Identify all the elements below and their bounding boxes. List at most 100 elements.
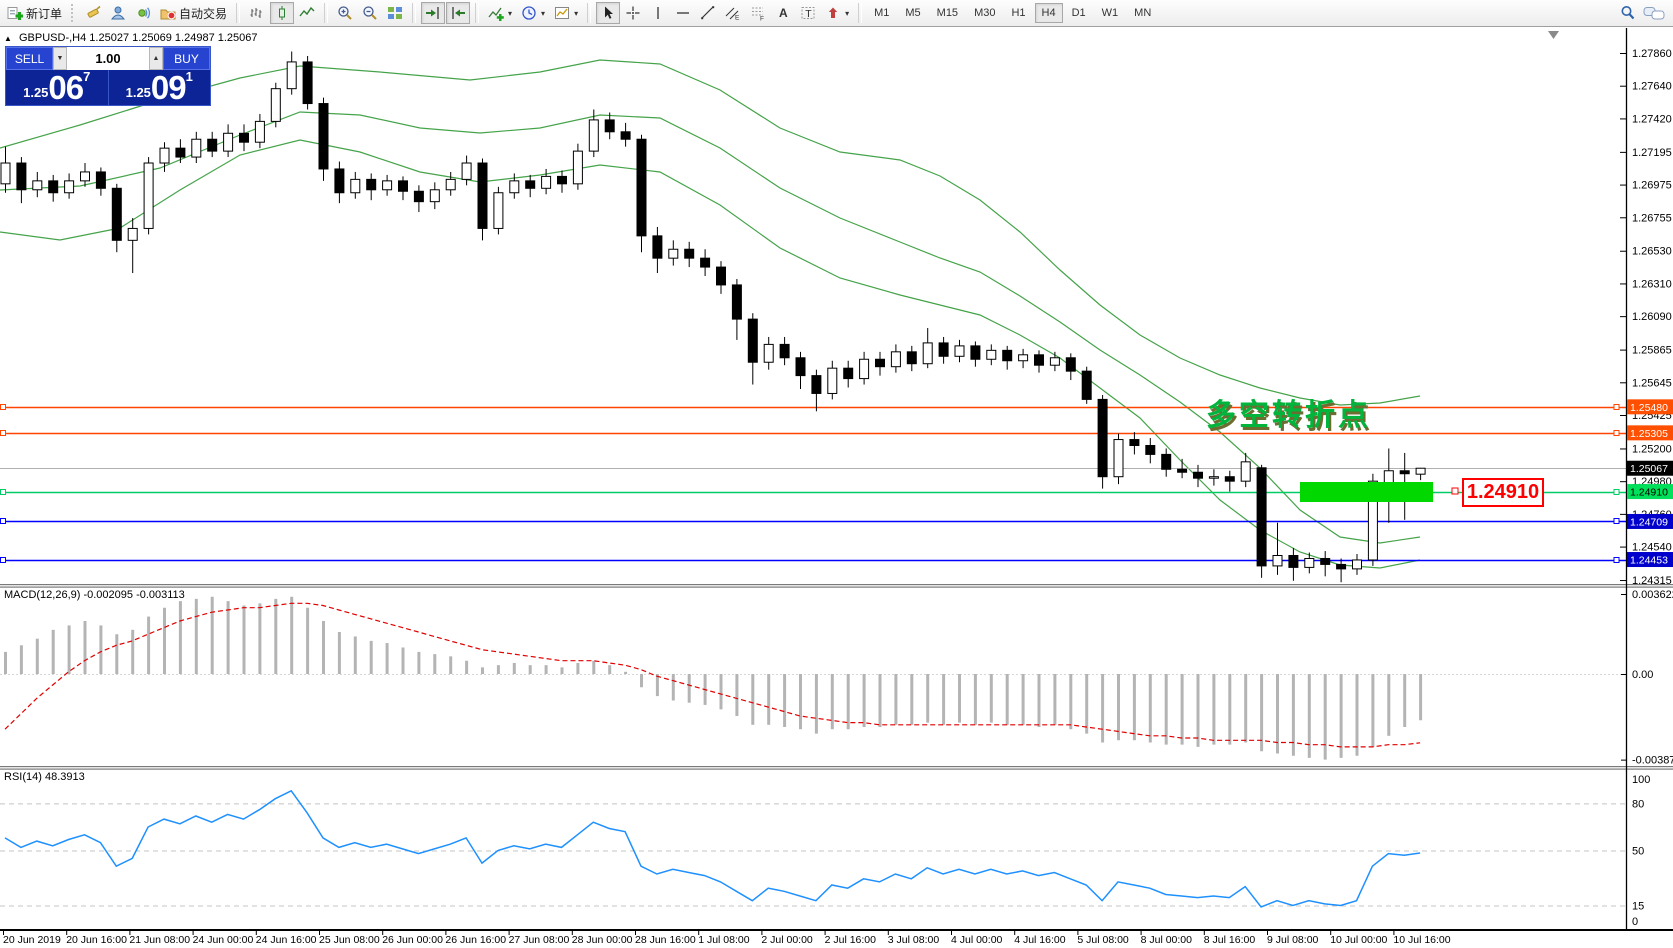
chart-shift-button[interactable] [446,2,471,24]
buy-button[interactable]: BUY [163,47,210,70]
trendline-tool-button[interactable] [696,2,720,24]
pane-separator[interactable] [0,766,1673,768]
chat-icon[interactable] [1643,5,1665,21]
line-right-handle[interactable] [1613,430,1620,436]
symbol-title: GBPUSD-,H4 [18,32,87,44]
bar-chart-button[interactable] [245,2,269,24]
volume-input[interactable] [67,47,149,70]
new-order-button[interactable]: 新订单 [3,2,66,24]
indicators-button[interactable]: ▾ [484,2,516,24]
line-left-handle[interactable] [0,557,6,563]
search-icon[interactable] [1620,5,1637,22]
timeframe-button-M5[interactable]: M5 [898,3,927,23]
sell-button[interactable]: SELL [6,47,53,70]
buy-price-display[interactable]: 1.25 09 1 [109,70,211,105]
volume-increase-button[interactable]: ▲ [149,47,163,70]
zoom-in-button[interactable] [333,2,357,24]
candle-body-bull [80,171,90,182]
horizontal-line-tool-button[interactable] [671,2,695,24]
timeframe-button-MN[interactable]: MN [1127,3,1158,23]
arrows-dropdown-arrow[interactable]: ▾ [845,8,850,18]
text-tool-button[interactable]: A [771,2,795,24]
price-axis-label: 1.24540 [1632,542,1672,554]
timeframe-button-W1[interactable]: W1 [1095,3,1126,23]
signal-button[interactable] [131,2,155,24]
candle-body-bear [938,342,949,357]
rsi-axis-label: 15 [1632,900,1644,912]
candle-body-bear [811,375,822,394]
line-left-handle[interactable] [0,489,6,495]
highlight-rectangle[interactable] [1300,482,1433,502]
timeframe-button-H1[interactable]: H1 [1004,3,1032,23]
chart-shift-marker[interactable] [1548,31,1559,39]
brush-button[interactable] [81,2,105,24]
candle-body-bear [111,187,122,241]
vertical-line-tool-button[interactable] [646,2,670,24]
candle-body-bull [461,162,472,180]
line-right-handle[interactable] [1613,557,1620,563]
collapse-quotes-icon[interactable]: ▲ [4,34,12,43]
candle-body-bull [588,119,599,152]
line-right-handle[interactable] [1613,404,1620,410]
volume-decrease-button[interactable]: ▼ [53,47,67,70]
brush-icon [87,5,101,18]
timeframe-button-M15[interactable]: M15 [930,3,965,23]
auto-scroll-icon [426,7,439,19]
line-chart-button[interactable] [295,2,319,24]
candle-body-bear [318,103,329,170]
pane-separator[interactable] [0,586,1673,588]
candle-body-bear [1161,453,1172,470]
line-left-handle[interactable] [0,518,6,524]
profile-button[interactable] [106,2,130,24]
crosshair-tool-button[interactable] [621,2,645,24]
price-axis-label: 1.26530 [1632,246,1672,258]
fibonacci-tool-button[interactable]: F [746,2,770,24]
line-left-handle[interactable] [0,430,6,436]
candle-body-bear [1002,349,1013,362]
candle-body-bull [493,192,504,229]
candle-body-bear [239,132,249,143]
candle-body-bull [859,358,870,380]
auto-scroll-button[interactable] [421,2,446,24]
timeframe-button-H4[interactable]: H4 [1034,3,1063,23]
timeframe-button-M30[interactable]: M30 [967,3,1002,23]
templates-button[interactable]: ▾ [550,2,582,24]
periods-button[interactable]: ▾ [517,2,549,24]
candle-body-bear [302,61,313,105]
text-label-tool-button[interactable]: T [796,2,820,24]
candle-body-bull [954,345,965,357]
line-right-handle[interactable] [1613,489,1620,495]
arrows-tool-button[interactable]: ▾ [821,2,853,24]
equidistant-channel-tool-button[interactable]: E [721,2,745,24]
price-flag-anchor[interactable] [1451,487,1459,495]
signal-icon [138,7,151,19]
templates-dropdown-arrow[interactable]: ▾ [574,8,579,18]
pane-separator[interactable] [0,584,1673,586]
candle-body-bull [429,189,440,203]
sell-price-display[interactable]: 1.25 06 7 [6,70,109,105]
cursor-tool-button[interactable] [596,2,621,24]
toolbar-drag-handle[interactable] [71,4,76,22]
candle-body-bear [636,138,647,237]
horizontal-line-icon [677,12,690,14]
zoom-out-button[interactable] [358,2,382,24]
chart-text-annotation[interactable]: 多空转折点 [1206,399,1371,432]
periods-dropdown-arrow[interactable]: ▾ [541,8,546,18]
time-axis-border[interactable] [0,929,1673,931]
time-axis-label: 28 Jun 16:00 [635,934,696,946]
timeframe-button-M1[interactable]: M1 [867,3,896,23]
time-axis-label: 20 Jun 2019 [3,934,61,946]
candle-body-bull [32,180,43,191]
line-left-handle[interactable] [0,404,6,410]
autotrading-button[interactable]: 自动交易 [156,2,231,24]
price-level-flag[interactable]: 1.24910 [1462,478,1544,507]
line-right-handle[interactable] [1613,518,1620,524]
timeframe-button-D1[interactable]: D1 [1065,3,1093,23]
candle-chart-icon [279,6,286,20]
pane-separator[interactable] [0,768,1673,770]
indicators-dropdown-arrow[interactable]: ▾ [508,8,513,18]
tile-windows-button[interactable] [383,2,407,24]
candle-chart-button[interactable] [270,2,295,24]
candle-body-bear [175,147,186,158]
